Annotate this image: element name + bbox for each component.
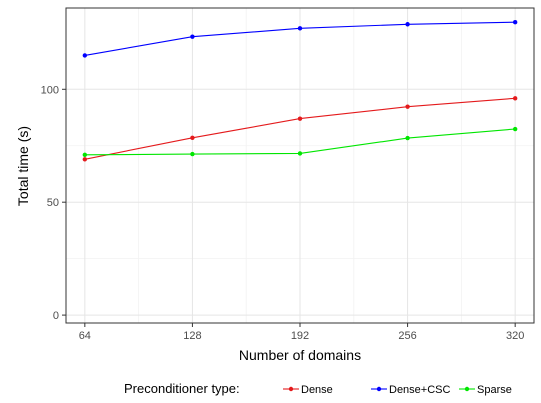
data-point-sparse: [82, 152, 88, 157]
data-point-dense: [405, 104, 410, 109]
data-point-dense-csc: [405, 22, 410, 27]
legend-title: Preconditioner type:: [124, 381, 240, 396]
x-tick-label: 64: [79, 330, 91, 342]
y-tick-label: 100: [41, 84, 59, 96]
data-point-dense: [512, 96, 518, 101]
ticks: 64 128 192 256 320 0 50 100: [41, 84, 525, 342]
data-point-sparse: [512, 126, 518, 132]
data-point-dense: [190, 135, 195, 141]
x-tick-label: 128: [183, 330, 201, 342]
grid: [66, 8, 534, 323]
y-tick-label: 0: [53, 310, 59, 322]
legend-label-dense-csc: Dense+CSC: [389, 384, 451, 396]
legend-label-sparse: Sparse: [477, 384, 512, 396]
data-point-dense: [82, 157, 88, 162]
y-tick-label: 50: [47, 197, 59, 209]
data-point-dense-csc: [82, 53, 88, 58]
data-point-dense: [297, 116, 303, 121]
data-point-sparse: [297, 151, 303, 156]
x-tick-label: 192: [291, 330, 309, 342]
x-axis-title: Number of domains: [239, 347, 361, 363]
legend-label-dense: Dense: [301, 384, 333, 396]
series-group: [82, 20, 518, 162]
data-point-dense-csc: [190, 34, 195, 39]
x-tick-label: 256: [398, 330, 416, 342]
legend-key-point-dense-csc: [376, 386, 382, 392]
data-point-dense-csc: [297, 26, 303, 31]
legend-key-point-sparse: [464, 386, 470, 392]
x-tick-label: 320: [506, 330, 524, 342]
data-point-sparse: [405, 135, 410, 141]
y-axis-title: Total time (s): [15, 126, 31, 206]
data-point-dense-csc: [512, 20, 518, 25]
legend: Preconditioner type: Dense Dense+CSC Spars…: [124, 381, 512, 396]
data-point-sparse: [190, 151, 195, 157]
legend-key-point-dense: [288, 386, 294, 392]
